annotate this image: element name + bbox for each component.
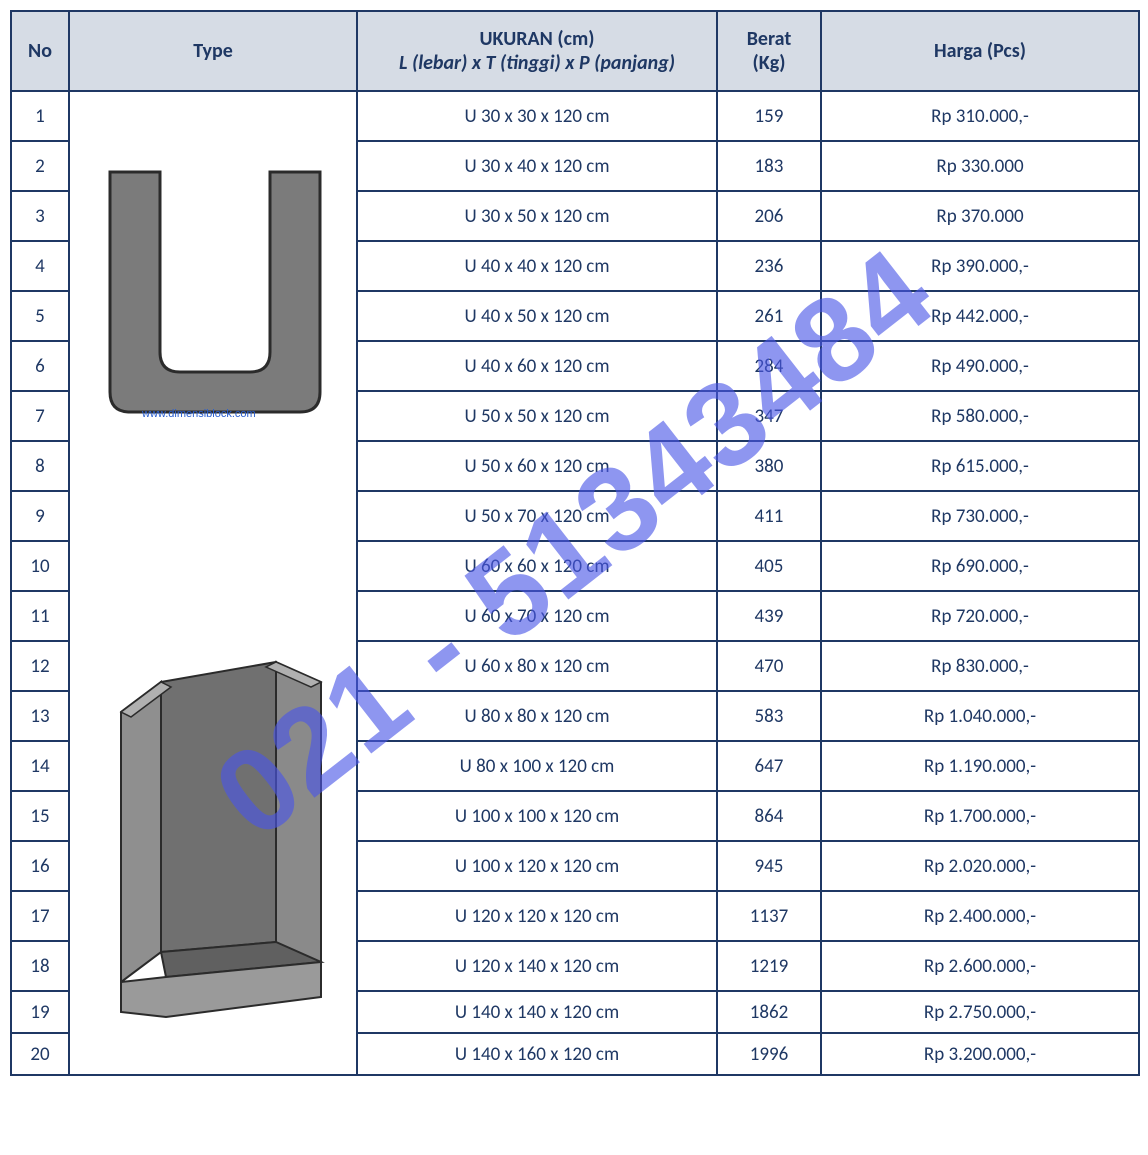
cell-no: 2 bbox=[11, 141, 69, 191]
col-header-ukuran-sub: L (lebar) x T (tinggi) x P (panjang) bbox=[399, 51, 675, 75]
cell-berat: 1137 bbox=[717, 891, 821, 941]
cell-berat: 411 bbox=[717, 491, 821, 541]
cell-ukuran: U 80 x 100 x 120 cm bbox=[357, 741, 717, 791]
cell-harga: Rp 1.190.000,- bbox=[821, 741, 1139, 791]
cell-no: 16 bbox=[11, 841, 69, 891]
table-body: 1www.dimensiblock.comU 30 x 30 x 120 cm1… bbox=[11, 91, 1139, 1075]
cell-no: 9 bbox=[11, 491, 69, 541]
cell-no: 4 bbox=[11, 241, 69, 291]
cell-harga: Rp 580.000,- bbox=[821, 391, 1139, 441]
page-wrap: No Type UKURAN (cm) L (lebar) x T (tingg… bbox=[10, 10, 1138, 1076]
cell-harga: Rp 2.020.000,- bbox=[821, 841, 1139, 891]
cell-berat: 945 bbox=[717, 841, 821, 891]
cell-berat: 647 bbox=[717, 741, 821, 791]
col-header-berat-sub: (Kg) bbox=[753, 51, 786, 75]
cell-harga: Rp 615.000,- bbox=[821, 441, 1139, 491]
cell-berat: 206 bbox=[717, 191, 821, 241]
cell-harga: Rp 310.000,- bbox=[821, 91, 1139, 141]
cell-ukuran: U 60 x 70 x 120 cm bbox=[357, 591, 717, 641]
table-header-row: No Type UKURAN (cm) L (lebar) x T (tingg… bbox=[11, 11, 1139, 91]
col-header-berat: Berat (Kg) bbox=[717, 11, 821, 91]
cell-ukuran: U 120 x 140 x 120 cm bbox=[357, 941, 717, 991]
cell-no: 7 bbox=[11, 391, 69, 441]
cell-no: 10 bbox=[11, 541, 69, 591]
cell-no: 17 bbox=[11, 891, 69, 941]
cell-no: 8 bbox=[11, 441, 69, 491]
cell-ukuran: U 100 x 100 x 120 cm bbox=[357, 791, 717, 841]
cell-berat: 183 bbox=[717, 141, 821, 191]
cell-berat: 583 bbox=[717, 691, 821, 741]
cell-ukuran: U 140 x 160 x 120 cm bbox=[357, 1033, 717, 1075]
cell-no: 18 bbox=[11, 941, 69, 991]
cell-harga: Rp 1.700.000,- bbox=[821, 791, 1139, 841]
cell-ukuran: U 40 x 60 x 120 cm bbox=[357, 341, 717, 391]
cell-no: 19 bbox=[11, 991, 69, 1033]
cell-no: 14 bbox=[11, 741, 69, 791]
cell-harga: Rp 370.000 bbox=[821, 191, 1139, 241]
cell-harga: Rp 830.000,- bbox=[821, 641, 1139, 691]
price-table: No Type UKURAN (cm) L (lebar) x T (tingg… bbox=[10, 10, 1140, 1076]
cell-no: 15 bbox=[11, 791, 69, 841]
cell-no: 13 bbox=[11, 691, 69, 741]
cell-harga: Rp 690.000,- bbox=[821, 541, 1139, 591]
col-header-berat-main: Berat bbox=[747, 27, 792, 51]
cell-berat: 159 bbox=[717, 91, 821, 141]
cell-harga: Rp 730.000,- bbox=[821, 491, 1139, 541]
image-source-url: www.dimensiblock.com bbox=[142, 408, 256, 420]
cell-harga: Rp 2.750.000,- bbox=[821, 991, 1139, 1033]
cell-ukuran: U 140 x 140 x 120 cm bbox=[357, 991, 717, 1033]
col-header-no: No bbox=[11, 11, 69, 91]
col-header-type: Type bbox=[69, 11, 357, 91]
cell-no: 20 bbox=[11, 1033, 69, 1075]
cell-no: 3 bbox=[11, 191, 69, 241]
cell-no: 1 bbox=[11, 91, 69, 141]
cell-berat: 347 bbox=[717, 391, 821, 441]
u-ditch-3d-icon bbox=[106, 652, 336, 1032]
cell-harga: Rp 2.400.000,- bbox=[821, 891, 1139, 941]
cell-berat: 470 bbox=[717, 641, 821, 691]
cell-ukuran: U 40 x 50 x 120 cm bbox=[357, 291, 717, 341]
cell-berat: 439 bbox=[717, 591, 821, 641]
table-row: 1www.dimensiblock.comU 30 x 30 x 120 cm1… bbox=[11, 91, 1139, 141]
cell-no: 6 bbox=[11, 341, 69, 391]
cell-ukuran: U 50 x 60 x 120 cm bbox=[357, 441, 717, 491]
cell-ukuran: U 30 x 30 x 120 cm bbox=[357, 91, 717, 141]
cell-ukuran: U 60 x 80 x 120 cm bbox=[357, 641, 717, 691]
cell-harga: Rp 720.000,- bbox=[821, 591, 1139, 641]
cell-no: 5 bbox=[11, 291, 69, 341]
cell-ukuran: U 30 x 40 x 120 cm bbox=[357, 141, 717, 191]
cell-berat: 1862 bbox=[717, 991, 821, 1033]
cell-ukuran: U 120 x 120 x 120 cm bbox=[357, 891, 717, 941]
cell-no: 12 bbox=[11, 641, 69, 691]
cell-ukuran: U 80 x 80 x 120 cm bbox=[357, 691, 717, 741]
cell-berat: 284 bbox=[717, 341, 821, 391]
cell-ukuran: U 30 x 50 x 120 cm bbox=[357, 191, 717, 241]
cell-no: 11 bbox=[11, 591, 69, 641]
cell-ukuran: U 50 x 70 x 120 cm bbox=[357, 491, 717, 541]
cell-type-image: www.dimensiblock.com bbox=[69, 91, 357, 1075]
cell-berat: 1219 bbox=[717, 941, 821, 991]
cell-harga: Rp 442.000,- bbox=[821, 291, 1139, 341]
cell-ukuran: U 50 x 50 x 120 cm bbox=[357, 391, 717, 441]
u-ditch-2d-icon bbox=[100, 162, 330, 422]
cell-harga: Rp 2.600.000,- bbox=[821, 941, 1139, 991]
col-header-ukuran-main: UKURAN (cm) bbox=[480, 27, 595, 51]
col-header-ukuran: UKURAN (cm) L (lebar) x T (tinggi) x P (… bbox=[357, 11, 717, 91]
cell-berat: 261 bbox=[717, 291, 821, 341]
cell-ukuran: U 40 x 40 x 120 cm bbox=[357, 241, 717, 291]
cell-berat: 380 bbox=[717, 441, 821, 491]
cell-ukuran: U 100 x 120 x 120 cm bbox=[357, 841, 717, 891]
cell-harga: Rp 3.200.000,- bbox=[821, 1033, 1139, 1075]
cell-berat: 864 bbox=[717, 791, 821, 841]
cell-harga: Rp 390.000,- bbox=[821, 241, 1139, 291]
col-header-harga: Harga (Pcs) bbox=[821, 11, 1139, 91]
cell-harga: Rp 1.040.000,- bbox=[821, 691, 1139, 741]
cell-berat: 236 bbox=[717, 241, 821, 291]
cell-berat: 405 bbox=[717, 541, 821, 591]
cell-harga: Rp 490.000,- bbox=[821, 341, 1139, 391]
cell-ukuran: U 60 x 60 x 120 cm bbox=[357, 541, 717, 591]
cell-harga: Rp 330.000 bbox=[821, 141, 1139, 191]
cell-berat: 1996 bbox=[717, 1033, 821, 1075]
